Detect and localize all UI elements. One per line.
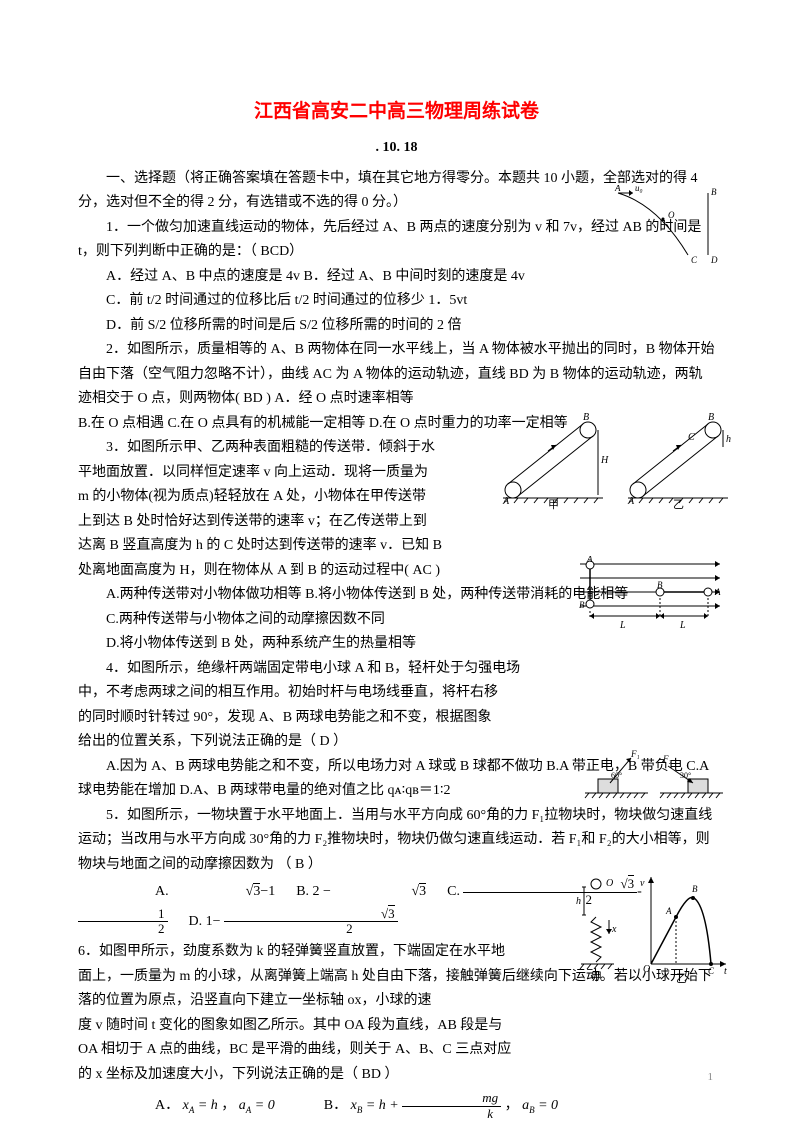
svg-text:A: A xyxy=(614,185,621,193)
svg-text:B: B xyxy=(657,580,663,590)
root-icon xyxy=(169,880,254,905)
svg-text:A: A xyxy=(586,556,593,564)
q5-d-label: D. 1− xyxy=(189,914,221,929)
svg-text:乙: 乙 xyxy=(673,498,684,510)
q6-line4: OA 相切于 A 点的曲线，BC 是平滑的曲线，则关于 A、B、C 三点对应 xyxy=(78,1038,715,1063)
svg-text:乙: 乙 xyxy=(676,972,687,985)
svg-text:C: C xyxy=(708,966,715,976)
svg-text:30°: 30° xyxy=(680,771,691,780)
svg-text:F₂: F₂ xyxy=(662,754,672,764)
svg-text:A: A xyxy=(665,906,672,916)
svg-text:60°: 60° xyxy=(611,771,622,780)
svg-text:B: B xyxy=(583,412,589,423)
q6-b-expr: xB = h + xyxy=(351,1098,403,1113)
q5-a-label: A. xyxy=(155,884,169,899)
svg-text:v: v xyxy=(640,878,645,889)
svg-text:B: B xyxy=(692,884,698,894)
svg-text:h: h xyxy=(576,896,581,907)
figure-1-projectile: A u₀ B O C D xyxy=(613,185,728,265)
figure-3-field-rods: A B B A L L xyxy=(575,556,725,631)
svg-text:甲: 甲 xyxy=(548,499,559,510)
q4-line2: 中，不考虑两球之间的相互作用。初始时杆与电场线垂直，将杆右移 xyxy=(78,681,715,706)
svg-text:L: L xyxy=(619,620,626,631)
svg-text:h: h xyxy=(726,434,731,445)
svg-text:t: t xyxy=(724,966,727,977)
svg-text:O: O xyxy=(643,964,650,975)
page: 江西省高安二中高三物理周练试卷 . 10. 18 一、选择题（将正确答案填在答题… xyxy=(0,0,793,1122)
question-2-stem: 2．如图所示，质量相等的 A、B 两物体在同一水平线上，当 A 物体被水平抛出的… xyxy=(78,338,715,412)
root-icon xyxy=(334,880,419,905)
q6-line5: 的 x 坐标及加速度大小，下列说法正确的是（ BD ） xyxy=(78,1063,715,1088)
svg-text:D: D xyxy=(710,255,718,265)
svg-text:C: C xyxy=(691,255,698,265)
svg-text:B: B xyxy=(579,600,585,610)
svg-text:L: L xyxy=(679,620,686,631)
q5-stem: 5．如图所示，一物块置于水平地面上．当用与水平方向成 60°角的力 F₁拉物块时… xyxy=(78,804,715,878)
q6-b-label: B． xyxy=(324,1098,347,1113)
q1-option-d: D．前 S/2 位移所需的时间是后 S/2 位移所需的时间的 2 倍 xyxy=(78,314,715,339)
q4-line3: 的同时顺时针转过 90°，发现 A、B 两球电势能之和不变，根据图象 xyxy=(78,706,715,731)
svg-text:O: O xyxy=(668,210,675,220)
q5-a-val: −1 xyxy=(260,884,275,899)
document-title: 江西省高安二中高三物理周练试卷 xyxy=(78,95,715,128)
svg-text:O: O xyxy=(606,878,613,889)
fraction: 32 xyxy=(224,907,398,937)
svg-text:B: B xyxy=(708,412,714,423)
svg-text:H: H xyxy=(600,455,609,466)
svg-text:x: x xyxy=(611,924,617,935)
svg-text:u₀: u₀ xyxy=(635,185,643,193)
figure-5-spring-graph: O h x 甲 v O t A B C xyxy=(576,872,731,992)
q3-option-d: D.将小物体传送到 B 处，两种系统产生的热量相等 xyxy=(78,632,715,657)
q5-b-label: B. 2 − xyxy=(296,884,331,899)
svg-text:C: C xyxy=(688,432,695,443)
svg-text:A: A xyxy=(714,587,721,597)
q1-option-c: C．前 t/2 时间通过的位移比后 t/2 时间通过的位移少 1．5vt xyxy=(78,289,715,314)
q6-a-label: A． xyxy=(155,1098,179,1113)
fraction: mgk xyxy=(402,1091,501,1121)
fraction: 12 xyxy=(78,907,168,937)
figure-2-conveyors: H B A 甲 B C h A 乙 xyxy=(498,405,733,510)
q3-line4: 上到达 B 处时恰好达到传送带的速率 v；在乙传送带上到 xyxy=(78,510,715,535)
document-date: . 10. 18 xyxy=(78,136,715,161)
svg-text:甲: 甲 xyxy=(591,971,602,983)
q6-a-expr: xA = h xyxy=(183,1098,218,1113)
figure-4-push-pull: 60° F₁ 30° F₂ xyxy=(583,748,728,806)
svg-text:F₁: F₁ xyxy=(630,749,640,759)
q6-line3: 度 v 随时间 t 变化的图象如图乙所示。其中 OA 段为直线，AB 段是与 xyxy=(78,1014,715,1039)
q1-option-ab: A．经过 A、B 中点的速度是 4v B．经过 A、B 中间时刻的速度是 4v xyxy=(78,265,715,290)
q5-c-label: C. xyxy=(447,884,460,899)
svg-text:B: B xyxy=(711,187,717,197)
q4-line1: 4．如图所示，绝缘杆两端固定带电小球 A 和 B，轻杆处于匀强电场 xyxy=(78,657,715,682)
q6-options: A． xA = h ， aA = 0 B． xB = h + mgk ， aB … xyxy=(78,1091,715,1121)
page-number: 1 xyxy=(708,1068,714,1087)
